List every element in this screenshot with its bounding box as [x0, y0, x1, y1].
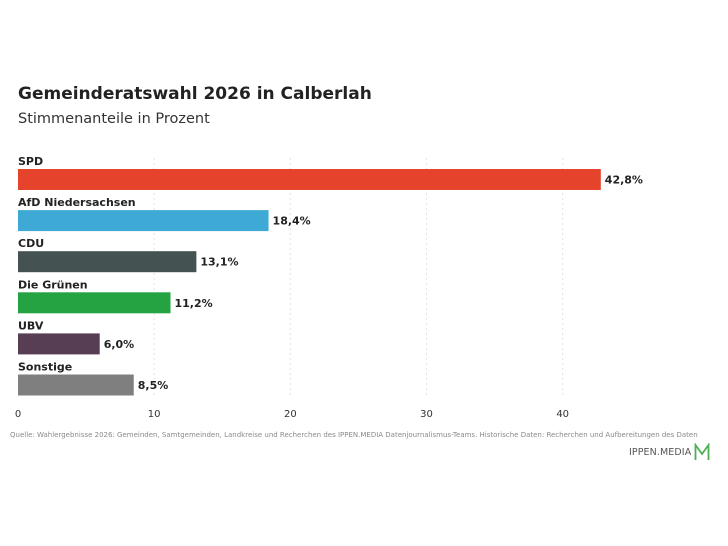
ippen-media-m-icon	[694, 443, 710, 460]
bar-cdu	[18, 251, 197, 273]
category-label: CDU	[18, 237, 44, 250]
category-label: UBV	[18, 319, 44, 332]
category-label: Sonstige	[18, 361, 72, 374]
value-label: 13,1%	[200, 256, 238, 269]
bar-afd-niedersachsen	[18, 210, 269, 232]
value-label: 18,4%	[273, 215, 311, 228]
source-note: Quelle: Wahlergebnisse 2026: Gemeinden, …	[10, 431, 698, 439]
value-label: 42,8%	[605, 174, 643, 187]
category-label: AfD Niedersachsen	[18, 196, 136, 209]
x-tick-label: 30	[420, 409, 433, 420]
value-label: 8,5%	[138, 379, 169, 392]
bar-sonstige	[18, 374, 134, 396]
bar-die-gr-nen	[18, 292, 171, 314]
bar-chart: SPD 42,8% AfD Niedersachsen 18,4% CDU 13,1% Di…	[15, 155, 643, 420]
chart-subtitle: Stimmenanteile in Prozent	[18, 111, 210, 127]
value-label: 6,0%	[104, 338, 135, 351]
x-tick-label: 0	[15, 409, 21, 420]
logo-text: IPPEN.MEDIA	[629, 446, 692, 458]
bar-ubv	[18, 333, 100, 355]
category-label: Die Grünen	[18, 278, 88, 291]
publisher-logo: IPPEN.MEDIA	[629, 442, 710, 462]
x-tick-label: 10	[148, 409, 161, 420]
chart-title: Gemeinderatswahl 2026 in Calberlah	[18, 84, 372, 104]
x-tick-label: 20	[284, 409, 297, 420]
value-label: 11,2%	[175, 297, 213, 310]
bar-spd	[18, 169, 601, 190]
category-label: SPD	[18, 155, 43, 168]
x-tick-label: 40	[556, 409, 569, 420]
